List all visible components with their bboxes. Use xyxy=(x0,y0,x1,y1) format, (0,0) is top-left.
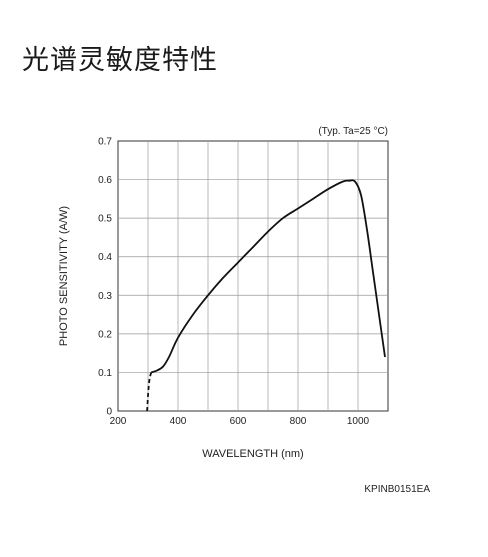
x-axis-ticks: 200 400 600 800 1000 xyxy=(110,416,370,427)
y-axis-ticks: 0 0.1 0.2 0.3 0.4 0.5 0.6 0.7 xyxy=(98,137,112,418)
y-axis-label: PHOTO SENSITIVITY (A/W) xyxy=(58,206,70,346)
y-tick-label: 0.6 xyxy=(98,175,112,186)
y-tick-label: 0.2 xyxy=(98,329,112,340)
x-tick-label: 600 xyxy=(230,416,247,427)
y-tick-label: 0.4 xyxy=(98,252,112,263)
sensitivity-curve-dashed xyxy=(146,372,153,412)
x-tick-label: 800 xyxy=(290,416,307,427)
plot-frame xyxy=(117,140,389,412)
x-axis-label: WAVELENGTH (nm) xyxy=(202,448,303,460)
sensitivity-curve xyxy=(151,179,386,374)
grid xyxy=(118,141,388,411)
figure-code: KPINB0151EA xyxy=(364,484,430,495)
x-tick-label: 400 xyxy=(170,416,187,427)
y-tick-label: 0.3 xyxy=(98,291,112,302)
y-tick-label: 0.1 xyxy=(98,368,112,379)
series xyxy=(146,179,386,412)
chart-annotation: (Typ. Ta=25 °C) xyxy=(318,126,388,137)
y-tick-label: 0.5 xyxy=(98,214,112,225)
x-tick-label: 1000 xyxy=(347,416,370,427)
y-tick-label: 0.7 xyxy=(98,137,112,148)
x-tick-label: 200 xyxy=(110,416,127,427)
y-tick-label: 0 xyxy=(106,407,112,418)
page-title: 光谱灵敏度特性 xyxy=(22,45,218,76)
